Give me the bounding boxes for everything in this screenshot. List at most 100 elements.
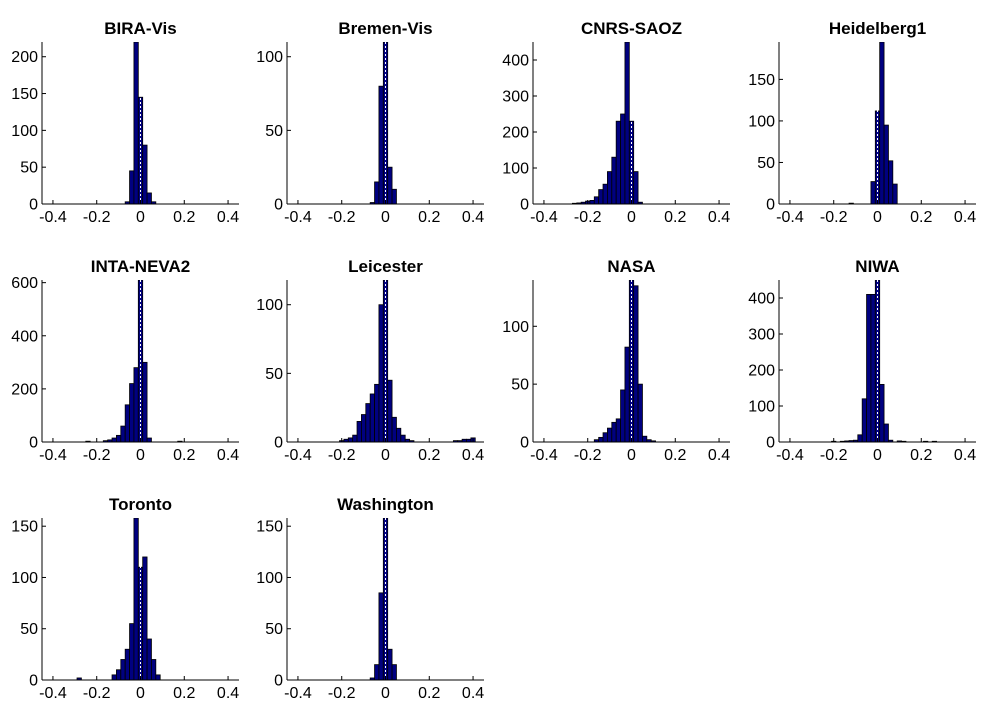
histogram-bar [883,423,889,442]
y-tick-label: 0 [29,197,38,214]
y-tick-label: 100 [502,161,529,178]
x-tick-label: -0.2 [574,447,602,464]
x-tick-label: 0 [627,209,636,226]
x-tick-label: 0 [381,685,390,702]
x-tick-label: -0.4 [284,447,312,464]
panel-title: Heidelberg1 [829,19,926,38]
histogram-bar [400,434,406,442]
x-tick-label: 0.2 [173,209,195,226]
histogram-bar [124,648,130,680]
x-tick-label: 0.4 [954,209,976,226]
histogram-bar [133,42,139,204]
histogram-bar [111,674,117,680]
histogram-bar [642,435,648,442]
histogram-bar [374,664,380,680]
x-tick-label: 0.2 [910,447,932,464]
histogram-bar [396,427,402,442]
histogram-bar [142,144,148,204]
x-tick-label: 0.4 [708,447,730,464]
bars [593,280,656,442]
panel-cnrs-saoz: CNRS-SAOZ -0.4 -0.2 0 0.2 0.4 0 100 200 300 400 [502,19,730,226]
histogram-bar [861,398,867,442]
histogram-bar [347,437,354,442]
y-tick-label: 400 [11,328,38,345]
histogram-bar [593,196,600,204]
histogram-bar [888,160,894,204]
histogram-bar [387,166,393,204]
panel-inta-neva2: INTA-NEVA2 -0.4 -0.2 0 0.2 0.4 0 200 400 600 [11,257,239,464]
histogram-bar [374,181,380,204]
histogram-bar [611,156,617,204]
histogram-bar [409,440,415,442]
panel-niwa: NIWA -0.4 -0.2 0 0.2 0.4 0 100 200 300 400 [748,257,976,464]
panel-title: Washington [337,495,434,514]
histogram-bar [378,304,384,442]
histogram-bar [883,124,889,204]
histogram-bar [602,183,608,204]
histogram-bar [633,285,639,442]
histogram-bar [369,393,375,442]
y-tick-label: 400 [502,53,529,70]
panel-leicester: Leicester -0.4 -0.2 0 0.2 0.4 0 50 100 [256,257,484,464]
x-tick-label: 0.4 [462,685,484,702]
x-tick-label: 0 [381,209,390,226]
x-tick-label: 0 [136,447,145,464]
y-tick-label: 100 [256,570,283,587]
histogram-bar [378,85,384,204]
y-tick-label: 0 [274,435,283,452]
histogram-bar [879,42,885,204]
bars [369,42,397,204]
y-tick-label: 50 [20,160,38,177]
histogram-bar [120,425,126,442]
histogram-bar [76,677,82,680]
x-tick-label: -0.2 [83,447,111,464]
x-tick-label: 0.2 [910,209,932,226]
y-tick-label: 200 [11,381,38,398]
bars [76,518,161,680]
bars [831,280,937,442]
histogram-bar [615,418,621,442]
y-tick-label: 200 [11,49,38,66]
histogram-bar [633,171,639,204]
y-tick-label: 200 [502,125,529,142]
histogram-bar [146,437,152,442]
y-tick-label: 150 [256,519,283,536]
y-tick-label: 0 [29,435,38,452]
histogram-bar [615,120,621,204]
x-tick-label: -0.4 [776,209,804,226]
panel-nasa: NASA -0.4 -0.2 0 0.2 0.4 0 50 100 [502,257,730,464]
histogram-bar [637,383,643,442]
y-tick-label: 100 [11,123,38,140]
y-tick-label: 50 [20,621,38,638]
panel-title: Bremen-Vis [338,19,432,38]
y-tick-label: 0 [766,197,775,214]
histogram-bar [607,171,613,204]
histogram-bar [602,432,608,442]
histogram-bar [116,434,122,442]
y-tick-label: 50 [265,123,283,140]
histogram-bar [352,434,358,442]
x-tick-label: 0.2 [664,447,686,464]
bars [848,42,898,204]
x-tick-label: 0.2 [418,447,440,464]
y-tick-label: 200 [748,363,775,380]
x-tick-label: 0 [627,447,636,464]
histogram-bar [133,367,139,442]
y-tick-label: 150 [11,519,38,536]
histogram-bar [120,659,126,680]
y-tick-label: 50 [757,155,775,172]
histogram-bar [124,404,130,442]
y-tick-label: 150 [748,72,775,89]
y-tick-label: 0 [766,435,775,452]
y-tick-label: 50 [265,366,283,383]
y-tick-label: 50 [265,621,283,638]
histogram-bar [129,170,135,204]
panel-title: CNRS-SAOZ [581,19,682,38]
histogram-bar [866,293,872,442]
x-tick-label: -0.4 [39,685,67,702]
histogram-bar [620,113,626,204]
y-tick-label: 100 [502,319,529,336]
x-tick-label: -0.4 [776,447,804,464]
x-tick-label: 0.4 [954,447,976,464]
